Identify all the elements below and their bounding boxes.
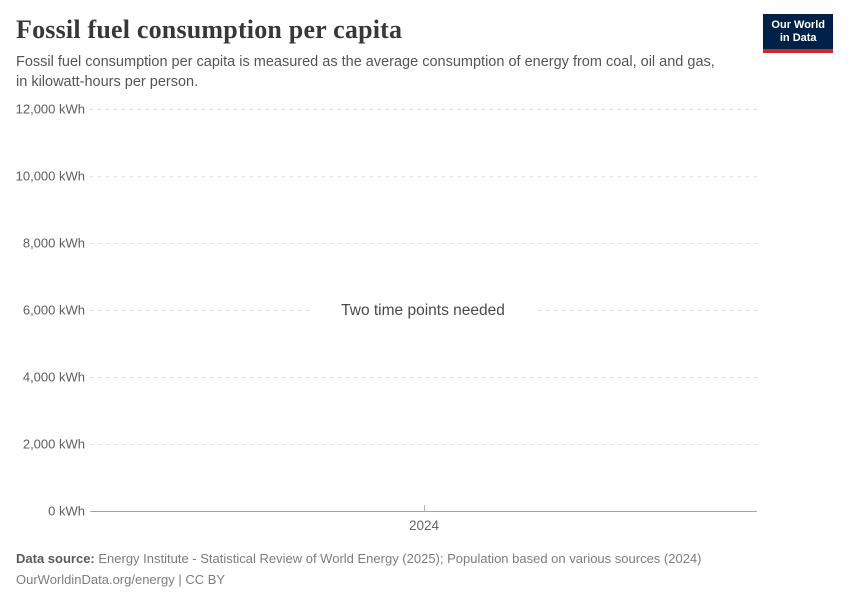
y-axis-tick-label: 12,000 kWh: [15, 101, 85, 117]
x-axis-tick-label: 2024: [408, 518, 440, 533]
chart-footer: Data source: Energy Institute - Statisti…: [16, 548, 701, 590]
empty-state-message: Two time points needed: [313, 300, 533, 322]
data-source-line: Data source: Energy Institute - Statisti…: [16, 548, 701, 569]
owid-logo-line2: in Data: [779, 32, 817, 44]
y-axis-tick-label: 6,000 kWh: [22, 302, 85, 318]
gridline: [90, 377, 757, 378]
gridline: [90, 243, 757, 244]
y-axis-tick-label: 2,000 kWh: [22, 436, 85, 452]
y-axis-tick-label: 10,000 kWh: [15, 168, 85, 184]
chart-subtitle: Fossil fuel consumption per capita is me…: [16, 52, 715, 92]
y-axis-tick-label: 4,000 kWh: [22, 369, 85, 385]
x-axis-tick-mark: [424, 505, 425, 511]
gridline: [90, 109, 757, 110]
chart-subtitle-line2: in kilowatt-hours per person.: [16, 74, 199, 90]
gridline: [90, 444, 757, 445]
y-axis-tick-label: 8,000 kWh: [22, 235, 85, 251]
owid-logo[interactable]: Our World in Data: [763, 14, 833, 53]
data-source-text: Energy Institute - Statistical Review of…: [94, 551, 702, 566]
data-source-label: Data source:: [16, 551, 95, 566]
gridline: [90, 176, 757, 177]
chart-title: Fossil fuel consumption per capita: [16, 15, 403, 44]
owid-logo-line1: Our World: [771, 19, 825, 31]
license-line: OurWorldinData.org/energy | CC BY: [16, 572, 226, 587]
x-axis-line: [90, 511, 757, 512]
y-axis-tick-label: 0 kWh: [48, 503, 85, 519]
chart-subtitle-line1: Fossil fuel consumption per capita is me…: [16, 54, 715, 70]
